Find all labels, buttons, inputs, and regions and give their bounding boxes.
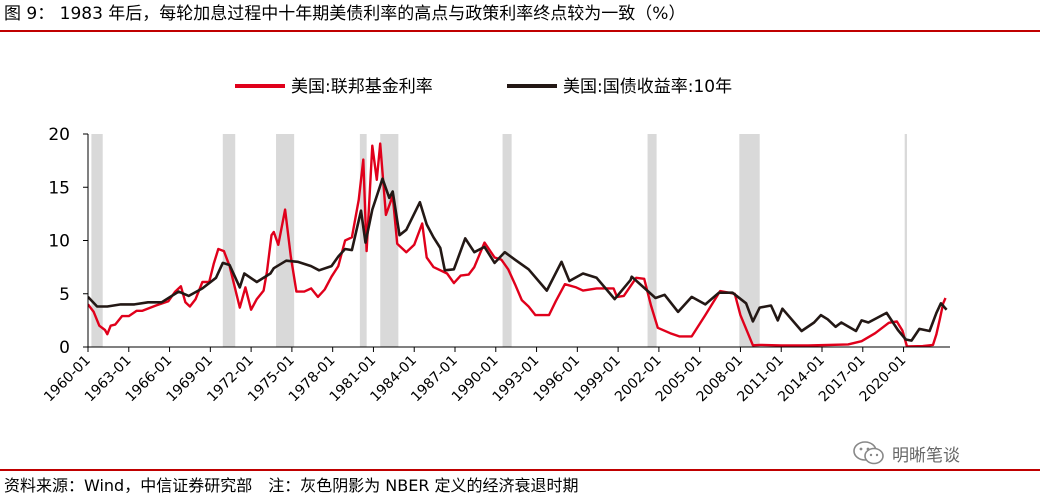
- recession-band: [904, 134, 907, 347]
- recession-band: [91, 134, 103, 347]
- recession-bands: [91, 134, 907, 347]
- legend: 美国:联邦基金利率 美国:国债收益率:10年: [235, 77, 732, 97]
- recession-band: [276, 134, 295, 347]
- recession-band: [222, 134, 236, 347]
- y-tick-label: 0: [59, 338, 70, 358]
- title-rule: [0, 30, 1040, 32]
- source-note: 资料来源：Wind，中信证券研究部 注：灰色阴影为 NBER 定义的经济衰退时期: [4, 476, 579, 495]
- recession-band: [647, 134, 657, 347]
- watermark-text: 明晰笔谈: [892, 445, 960, 466]
- legend-label: 美国:联邦基金利率: [291, 77, 433, 97]
- figure-title: 图 9： 1983 年后，每轮加息过程中十年期美债利率的高点与政策利率终点较为一…: [4, 4, 686, 24]
- treasury-10y-line: [88, 177, 948, 342]
- y-tick-label: 5: [59, 285, 70, 305]
- legend-label: 美国:国债收益率:10年: [563, 77, 732, 97]
- wechat-logo-icon: [853, 441, 884, 465]
- recession-band: [739, 134, 760, 347]
- fed-funds-rate-line: [88, 142, 947, 347]
- axes: 051015201960-011963-011966-011969-011972…: [41, 125, 950, 405]
- watermark: 明晰笔谈: [852, 438, 960, 468]
- recession-band: [359, 134, 367, 347]
- y-tick-label: 15: [48, 178, 70, 198]
- series-lines: [88, 142, 948, 347]
- y-tick-label: 20: [48, 125, 70, 145]
- y-tick-label: 10: [48, 232, 70, 252]
- footer-rule: [0, 469, 1040, 471]
- recession-band: [502, 134, 512, 347]
